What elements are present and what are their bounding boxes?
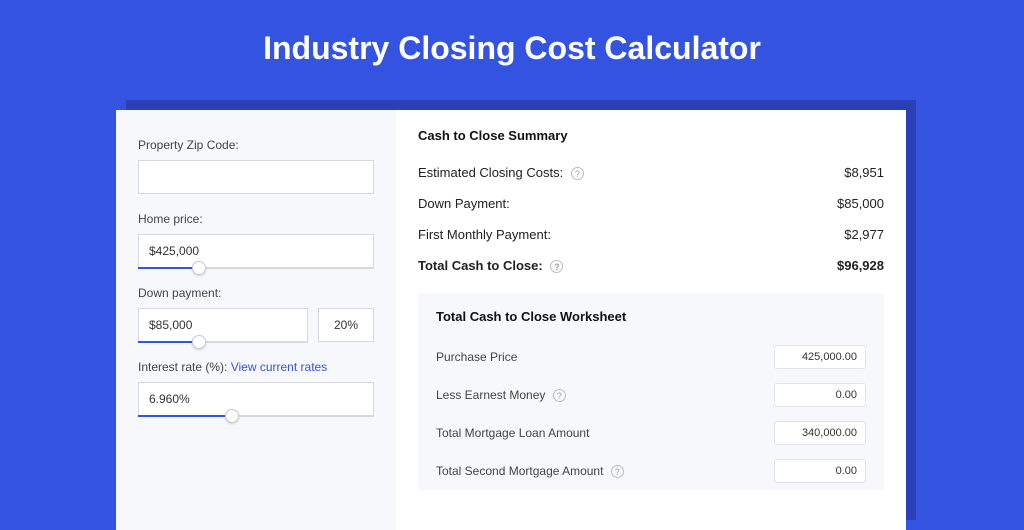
summary-title: Cash to Close Summary bbox=[418, 128, 884, 143]
interest-label-text: Interest rate (%): bbox=[138, 360, 227, 374]
home-price-field: Home price: bbox=[138, 212, 374, 268]
worksheet-row-value[interactable]: 0.00 bbox=[774, 383, 866, 407]
down-payment-input[interactable] bbox=[138, 308, 308, 342]
worksheet-row: Purchase Price 425,000.00 bbox=[436, 338, 866, 376]
worksheet-row: Total Second Mortgage Amount ? 0.00 bbox=[436, 452, 866, 490]
worksheet-row-label: Purchase Price bbox=[436, 350, 517, 364]
zip-field: Property Zip Code: bbox=[138, 138, 374, 194]
slider-fill bbox=[138, 415, 232, 417]
help-icon[interactable]: ? bbox=[550, 260, 563, 273]
summary-row-label: Estimated Closing Costs: ? bbox=[418, 165, 584, 180]
worksheet: Total Cash to Close Worksheet Purchase P… bbox=[418, 293, 884, 490]
zip-label: Property Zip Code: bbox=[138, 138, 374, 152]
zip-input[interactable] bbox=[138, 160, 374, 194]
worksheet-title: Total Cash to Close Worksheet bbox=[436, 309, 866, 324]
interest-label: Interest rate (%): View current rates bbox=[138, 360, 374, 374]
slider-fill bbox=[138, 267, 199, 269]
summary-row-value: $85,000 bbox=[837, 196, 884, 211]
view-rates-link[interactable]: View current rates bbox=[231, 360, 328, 374]
help-icon[interactable]: ? bbox=[611, 465, 624, 478]
down-payment-pct[interactable]: 20% bbox=[318, 308, 374, 342]
interest-slider[interactable] bbox=[138, 382, 374, 416]
worksheet-row: Total Mortgage Loan Amount 340,000.00 bbox=[436, 414, 866, 452]
slider-fill bbox=[138, 341, 199, 343]
page-title: Industry Closing Cost Calculator bbox=[0, 0, 1024, 91]
summary-row: Total Cash to Close: ? $96,928 bbox=[418, 250, 884, 281]
down-payment-slider[interactable] bbox=[138, 308, 308, 342]
worksheet-row: Less Earnest Money ? 0.00 bbox=[436, 376, 866, 414]
worksheet-row-label: Total Mortgage Loan Amount bbox=[436, 426, 589, 440]
worksheet-row-label: Less Earnest Money ? bbox=[436, 388, 566, 402]
slider-thumb[interactable] bbox=[225, 409, 239, 423]
calculator-card: Property Zip Code: Home price: Down paym… bbox=[116, 110, 906, 530]
summary-row-label: Total Cash to Close: ? bbox=[418, 258, 563, 273]
summary-row: Down Payment: $85,000 bbox=[418, 188, 884, 219]
summary-row: First Monthly Payment: $2,977 bbox=[418, 219, 884, 250]
summary-rows: Estimated Closing Costs: ? $8,951 Down Pay… bbox=[418, 157, 884, 281]
results-panel: Cash to Close Summary Estimated Closing … bbox=[396, 110, 906, 530]
summary-row-label: First Monthly Payment: bbox=[418, 227, 551, 242]
home-price-input[interactable] bbox=[138, 234, 374, 268]
interest-field: Interest rate (%): View current rates bbox=[138, 360, 374, 416]
down-payment-label: Down payment: bbox=[138, 286, 374, 300]
help-icon[interactable]: ? bbox=[553, 389, 566, 402]
summary-row-value: $8,951 bbox=[844, 165, 884, 180]
home-price-slider[interactable] bbox=[138, 234, 374, 268]
help-icon[interactable]: ? bbox=[571, 167, 584, 180]
summary-row: Estimated Closing Costs: ? $8,951 bbox=[418, 157, 884, 188]
slider-thumb[interactable] bbox=[192, 261, 206, 275]
home-price-label: Home price: bbox=[138, 212, 374, 226]
slider-thumb[interactable] bbox=[192, 335, 206, 349]
down-payment-field: Down payment: 20% bbox=[138, 286, 374, 342]
worksheet-rows: Purchase Price 425,000.00 Less Earnest Mon… bbox=[436, 338, 866, 490]
summary-row-value: $2,977 bbox=[844, 227, 884, 242]
summary-row-label: Down Payment: bbox=[418, 196, 510, 211]
inputs-panel: Property Zip Code: Home price: Down paym… bbox=[116, 110, 396, 530]
interest-input[interactable] bbox=[138, 382, 374, 416]
worksheet-row-value[interactable]: 340,000.00 bbox=[774, 421, 866, 445]
worksheet-row-value[interactable]: 0.00 bbox=[774, 459, 866, 483]
worksheet-row-value[interactable]: 425,000.00 bbox=[774, 345, 866, 369]
summary-row-value: $96,928 bbox=[837, 258, 884, 273]
worksheet-row-label: Total Second Mortgage Amount ? bbox=[436, 464, 624, 478]
